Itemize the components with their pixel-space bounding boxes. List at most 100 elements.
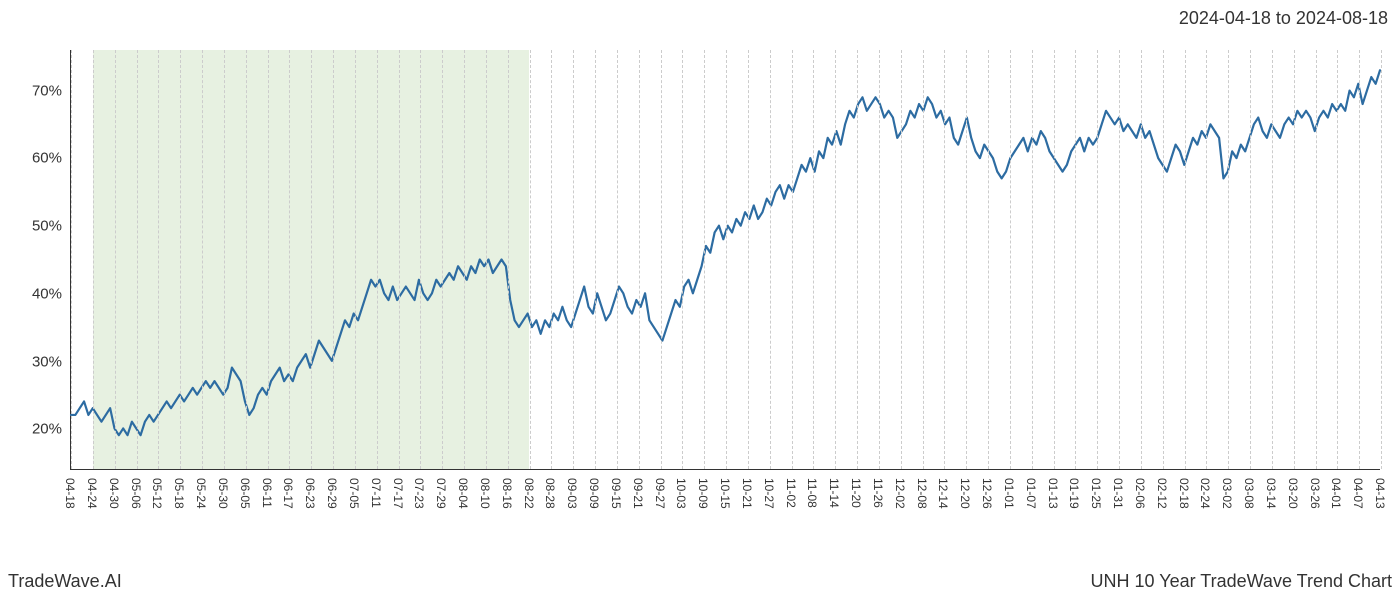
grid-line bbox=[202, 50, 203, 469]
x-tick-label: 03-14 bbox=[1264, 478, 1278, 509]
grid-line bbox=[835, 50, 836, 469]
x-tick-label: 08-28 bbox=[543, 478, 557, 509]
grid-line bbox=[1185, 50, 1186, 469]
grid-line bbox=[486, 50, 487, 469]
x-tick-label: 07-05 bbox=[347, 478, 361, 509]
grid-line bbox=[71, 50, 72, 469]
y-tick-label: 50% bbox=[32, 218, 62, 235]
grid-line bbox=[748, 50, 749, 469]
x-tick-label: 09-15 bbox=[609, 478, 623, 509]
x-tick-label: 08-22 bbox=[522, 478, 536, 509]
grid-line bbox=[966, 50, 967, 469]
grid-line bbox=[1337, 50, 1338, 469]
x-tick-label: 03-08 bbox=[1242, 478, 1256, 509]
x-tick-label: 11-20 bbox=[849, 478, 863, 508]
grid-line bbox=[813, 50, 814, 469]
grid-line bbox=[355, 50, 356, 469]
grid-line bbox=[1316, 50, 1317, 469]
grid-line bbox=[399, 50, 400, 469]
grid-line bbox=[923, 50, 924, 469]
x-tick-label: 04-01 bbox=[1329, 478, 1343, 509]
grid-line bbox=[551, 50, 552, 469]
x-tick-label: 08-16 bbox=[500, 478, 514, 509]
x-tick-label: 10-27 bbox=[762, 478, 776, 509]
grid-line bbox=[595, 50, 596, 469]
x-tick-label: 05-18 bbox=[172, 478, 186, 509]
grid-line bbox=[1032, 50, 1033, 469]
x-tick-label: 01-07 bbox=[1024, 478, 1038, 509]
x-tick-label: 12-26 bbox=[980, 478, 994, 509]
x-tick-label: 09-21 bbox=[631, 478, 645, 509]
y-tick-label: 70% bbox=[32, 82, 62, 99]
x-tick-label: 04-30 bbox=[107, 478, 121, 509]
x-tick-label: 06-29 bbox=[325, 478, 339, 509]
x-tick-label: 04-24 bbox=[85, 478, 99, 509]
grid-line bbox=[1119, 50, 1120, 469]
grid-line bbox=[333, 50, 334, 469]
grid-line bbox=[289, 50, 290, 469]
x-tick-label: 02-12 bbox=[1155, 478, 1169, 509]
x-tick-label: 01-31 bbox=[1111, 478, 1125, 509]
grid-line bbox=[137, 50, 138, 469]
x-tick-label: 04-07 bbox=[1351, 478, 1365, 509]
x-tick-label: 10-21 bbox=[740, 478, 754, 509]
x-tick-label: 07-23 bbox=[412, 478, 426, 509]
grid-line bbox=[1010, 50, 1011, 469]
grid-line bbox=[420, 50, 421, 469]
grid-line bbox=[1141, 50, 1142, 469]
y-tick-label: 30% bbox=[32, 353, 62, 370]
footer-left-label: TradeWave.AI bbox=[8, 571, 122, 592]
x-tick-label: 11-14 bbox=[827, 478, 841, 508]
x-tick-label: 05-30 bbox=[216, 478, 230, 509]
grid-line bbox=[726, 50, 727, 469]
grid-line bbox=[377, 50, 378, 469]
grid-line bbox=[617, 50, 618, 469]
x-tick-label: 12-14 bbox=[936, 478, 950, 509]
grid-line bbox=[464, 50, 465, 469]
grid-line bbox=[442, 50, 443, 469]
grid-line bbox=[704, 50, 705, 469]
grid-line bbox=[1294, 50, 1295, 469]
x-tick-label: 06-05 bbox=[238, 478, 252, 509]
x-tick-label: 06-17 bbox=[281, 478, 295, 509]
grid-line bbox=[792, 50, 793, 469]
x-tick-label: 06-11 bbox=[260, 478, 274, 508]
date-range-label: 2024-04-18 to 2024-08-18 bbox=[1179, 8, 1388, 29]
x-tick-label: 10-15 bbox=[718, 478, 732, 509]
x-tick-label: 01-19 bbox=[1067, 478, 1081, 509]
x-tick-label: 12-02 bbox=[893, 478, 907, 509]
grid-line bbox=[857, 50, 858, 469]
x-tick-label: 05-24 bbox=[194, 478, 208, 509]
x-tick-label: 02-24 bbox=[1198, 478, 1212, 509]
grid-line bbox=[573, 50, 574, 469]
x-tick-label: 07-11 bbox=[369, 478, 383, 508]
x-tick-label: 07-17 bbox=[391, 478, 405, 509]
x-tick-label: 09-27 bbox=[653, 478, 667, 509]
y-tick-label: 60% bbox=[32, 150, 62, 167]
y-tick-label: 20% bbox=[32, 421, 62, 438]
grid-line bbox=[1097, 50, 1098, 469]
x-tick-label: 10-03 bbox=[674, 478, 688, 509]
y-tick-label: 40% bbox=[32, 285, 62, 302]
x-tick-label: 09-09 bbox=[587, 478, 601, 509]
grid-line bbox=[639, 50, 640, 469]
x-tick-label: 04-18 bbox=[63, 478, 77, 509]
grid-line bbox=[508, 50, 509, 469]
x-tick-label: 11-02 bbox=[784, 478, 798, 508]
grid-line bbox=[115, 50, 116, 469]
x-tick-label: 06-23 bbox=[303, 478, 317, 509]
x-tick-label: 01-13 bbox=[1046, 478, 1060, 509]
footer-right-label: UNH 10 Year TradeWave Trend Chart bbox=[1091, 571, 1392, 592]
x-tick-label: 01-25 bbox=[1089, 478, 1103, 509]
x-tick-label: 05-12 bbox=[150, 478, 164, 509]
grid-line bbox=[1228, 50, 1229, 469]
x-tick-label: 12-20 bbox=[958, 478, 972, 509]
x-tick-label: 09-03 bbox=[565, 478, 579, 509]
x-tick-label: 03-20 bbox=[1286, 478, 1300, 509]
grid-line bbox=[661, 50, 662, 469]
grid-line bbox=[93, 50, 94, 469]
x-tick-label: 10-09 bbox=[696, 478, 710, 509]
x-tick-label: 02-06 bbox=[1133, 478, 1147, 509]
grid-line bbox=[1206, 50, 1207, 469]
x-tick-label: 11-26 bbox=[871, 478, 885, 508]
